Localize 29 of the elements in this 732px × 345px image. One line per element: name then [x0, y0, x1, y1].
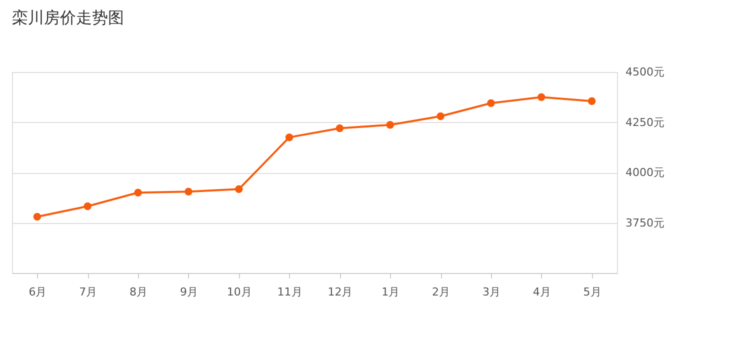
x-tick-label: 4月 — [532, 286, 551, 298]
point — [33, 212, 42, 221]
point — [436, 112, 444, 120]
point — [386, 121, 394, 129]
x-tick-label: 3月 — [482, 286, 500, 298]
point — [588, 97, 596, 106]
x-tick-label: 9月 — [180, 286, 198, 298]
x-tick-label: 2月 — [432, 286, 450, 298]
point — [134, 188, 142, 196]
x-tick-label: 11月 — [277, 286, 302, 298]
x-tick-label: 5月 — [583, 286, 602, 298]
x-tick-label: 1月 — [382, 286, 400, 298]
x-tick-label: 6月 — [28, 286, 47, 298]
y-tick-label: 3750元 — [626, 216, 664, 230]
point — [538, 93, 546, 101]
x-tick-label: 7月 — [79, 286, 98, 298]
point — [487, 99, 495, 108]
point — [184, 188, 192, 196]
y-tick-label: 4000元 — [626, 166, 664, 179]
point — [336, 124, 344, 132]
y-tick-label: 4500元 — [626, 66, 664, 78]
y-tick-label: 4250元 — [626, 116, 664, 129]
x-tick-label: 8月 — [130, 286, 148, 298]
point — [235, 185, 243, 194]
chart-title: 栾川房价走势图 — [12, 8, 124, 27]
point — [84, 202, 92, 210]
x-tick-label: 12月 — [328, 286, 353, 298]
point — [285, 133, 294, 142]
x-tick-label: 10月 — [226, 286, 252, 298]
